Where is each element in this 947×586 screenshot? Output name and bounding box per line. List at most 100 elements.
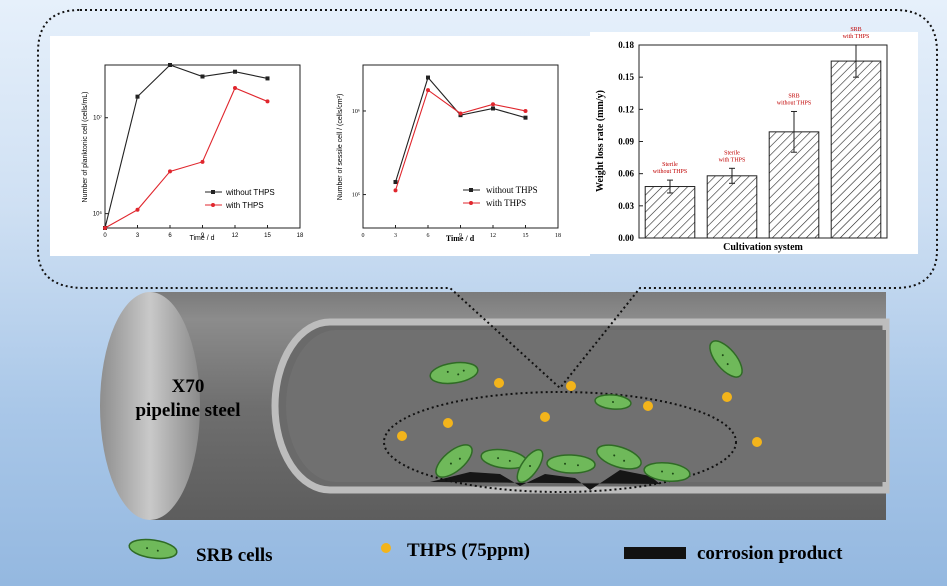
- srb-legend-icon: [128, 538, 178, 560]
- data-point: [168, 63, 172, 67]
- x-tick-label: 0: [103, 233, 107, 239]
- data-point: [523, 115, 528, 120]
- x-tick-label: 6: [168, 233, 172, 239]
- srb-cell: [596, 444, 642, 470]
- legend-label: with THPS: [486, 198, 526, 208]
- y-axis-label: Weight loss rate (mm/y): [595, 90, 606, 192]
- x-tick-label: 12: [232, 233, 239, 239]
- x-tick-label: 9: [459, 233, 462, 239]
- legend-label: without THPS: [225, 188, 275, 197]
- pipe-label-line2: pipeline steel: [135, 400, 240, 421]
- thps-dot: [566, 381, 576, 391]
- y-tick-label: 0.06: [618, 169, 634, 179]
- srb-cell: [643, 461, 691, 483]
- bar-annotation-label: SRB: [788, 93, 799, 99]
- thps-dot: [443, 418, 453, 428]
- data-point: [458, 111, 463, 116]
- data-point: [200, 159, 205, 164]
- bar-annotation-label: with THPS: [843, 34, 870, 40]
- x-tick-label: 12: [490, 233, 496, 239]
- y-axis-label: Number of sessile cell / (cells/cm²): [337, 94, 344, 201]
- bar: [706, 175, 758, 239]
- data-point: [135, 94, 140, 99]
- thps-dot: [494, 378, 504, 388]
- data-point: [265, 99, 270, 104]
- thps-dots: [397, 378, 762, 447]
- zoom-region-ellipse: [383, 391, 737, 493]
- y-tick-label: 10⁷: [93, 115, 102, 122]
- x-tick-label: 6: [427, 233, 430, 239]
- x-tick-label: 18: [297, 233, 304, 239]
- data-point: [103, 226, 107, 230]
- bar-annotation-label: Sterile: [724, 150, 740, 156]
- data-point: [233, 86, 237, 91]
- x-tick-label: 9: [201, 233, 205, 239]
- x-tick-label: 18: [555, 233, 561, 239]
- pipe-end-face: [100, 292, 200, 520]
- legend: without THPS with THPS: [205, 188, 275, 210]
- data-point: [426, 88, 430, 93]
- y-tick-label: 0.15: [618, 72, 634, 82]
- sessile-cell-chart: Number of sessile cell / (cells/cm²) Tim…: [337, 64, 561, 243]
- chart-panel-2-bg: [315, 36, 590, 256]
- planktonic-cell-chart: Number of planktonic cell (cells/mL) Tim…: [82, 63, 304, 242]
- bar: [644, 186, 696, 239]
- y-tick-label: 0.03: [618, 201, 634, 211]
- y-tick-label: 0.00: [618, 233, 634, 243]
- x-tick-label: 3: [394, 233, 397, 239]
- weight-loss-chart: Weight loss rate (mm/y) Cultivation syst…: [595, 27, 888, 253]
- data-point: [200, 74, 205, 79]
- thps-dot: [722, 392, 732, 402]
- corrosion-legend-icon: [624, 547, 686, 559]
- legend-label: with THPS: [225, 201, 264, 210]
- corrosion-legend-label: corrosion product: [697, 543, 843, 564]
- bar: [830, 60, 882, 239]
- legend: without THPS with THPS: [463, 185, 538, 208]
- thps-dot: [397, 431, 407, 441]
- data-point: [135, 207, 140, 212]
- bar-annotation-label: Sterile: [662, 162, 678, 168]
- data-point: [523, 108, 528, 113]
- pipe-label-line1: X70: [172, 376, 205, 397]
- series-line: [104, 87, 268, 229]
- x-tick-label: 15: [523, 233, 529, 239]
- data-point: [233, 69, 237, 74]
- thps-dot: [752, 437, 762, 447]
- y-axis-label: Number of planktonic cell (cells/mL): [82, 92, 89, 203]
- srb-cell: [435, 444, 473, 478]
- data-point: [491, 106, 495, 111]
- data-point: [168, 169, 172, 174]
- y-tick-label: 10⁶: [93, 211, 103, 218]
- srb-cell: [429, 361, 479, 385]
- srb-cell: [594, 394, 632, 410]
- bar-annotation-label: SRB: [850, 27, 861, 33]
- thps-dot: [643, 401, 653, 411]
- y-tick-label: 10⁵: [352, 193, 360, 199]
- data-point: [426, 75, 430, 80]
- data-point: [393, 180, 398, 185]
- bottom-legend: SRB cells THPS (75ppm) corrosion product: [128, 538, 843, 566]
- x-axis-label: Time / d: [446, 234, 475, 243]
- thps-legend-label: THPS (75ppm): [407, 540, 530, 561]
- srb-cell: [709, 340, 743, 378]
- data-point: [265, 76, 270, 81]
- x-axis-label: Cultivation system: [723, 242, 803, 253]
- chart-panel-1-bg: [50, 36, 315, 256]
- srb-legend-label: SRB cells: [196, 545, 273, 566]
- srb-cell: [516, 449, 544, 483]
- x-tick-label: 0: [362, 233, 365, 239]
- bar-annotation-label: without THPS: [653, 169, 687, 175]
- x-tick-label: 15: [264, 233, 271, 239]
- bar-annotation-label: without THPS: [777, 100, 811, 106]
- bar-annotation-label: with THPS: [719, 157, 746, 163]
- srb-cell: [546, 454, 596, 474]
- thps-legend-icon: [381, 543, 391, 553]
- y-tick-label: 0.09: [618, 137, 634, 147]
- y-tick-label: 10⁶: [352, 109, 360, 115]
- data-point: [393, 188, 398, 193]
- srb-cells: [429, 340, 743, 483]
- pipeline-illustration: X70 pipeline steel: [100, 292, 890, 520]
- x-axis-label: Time / d: [189, 235, 214, 242]
- y-tick-label: 0.12: [618, 104, 634, 114]
- series-line: [104, 64, 268, 229]
